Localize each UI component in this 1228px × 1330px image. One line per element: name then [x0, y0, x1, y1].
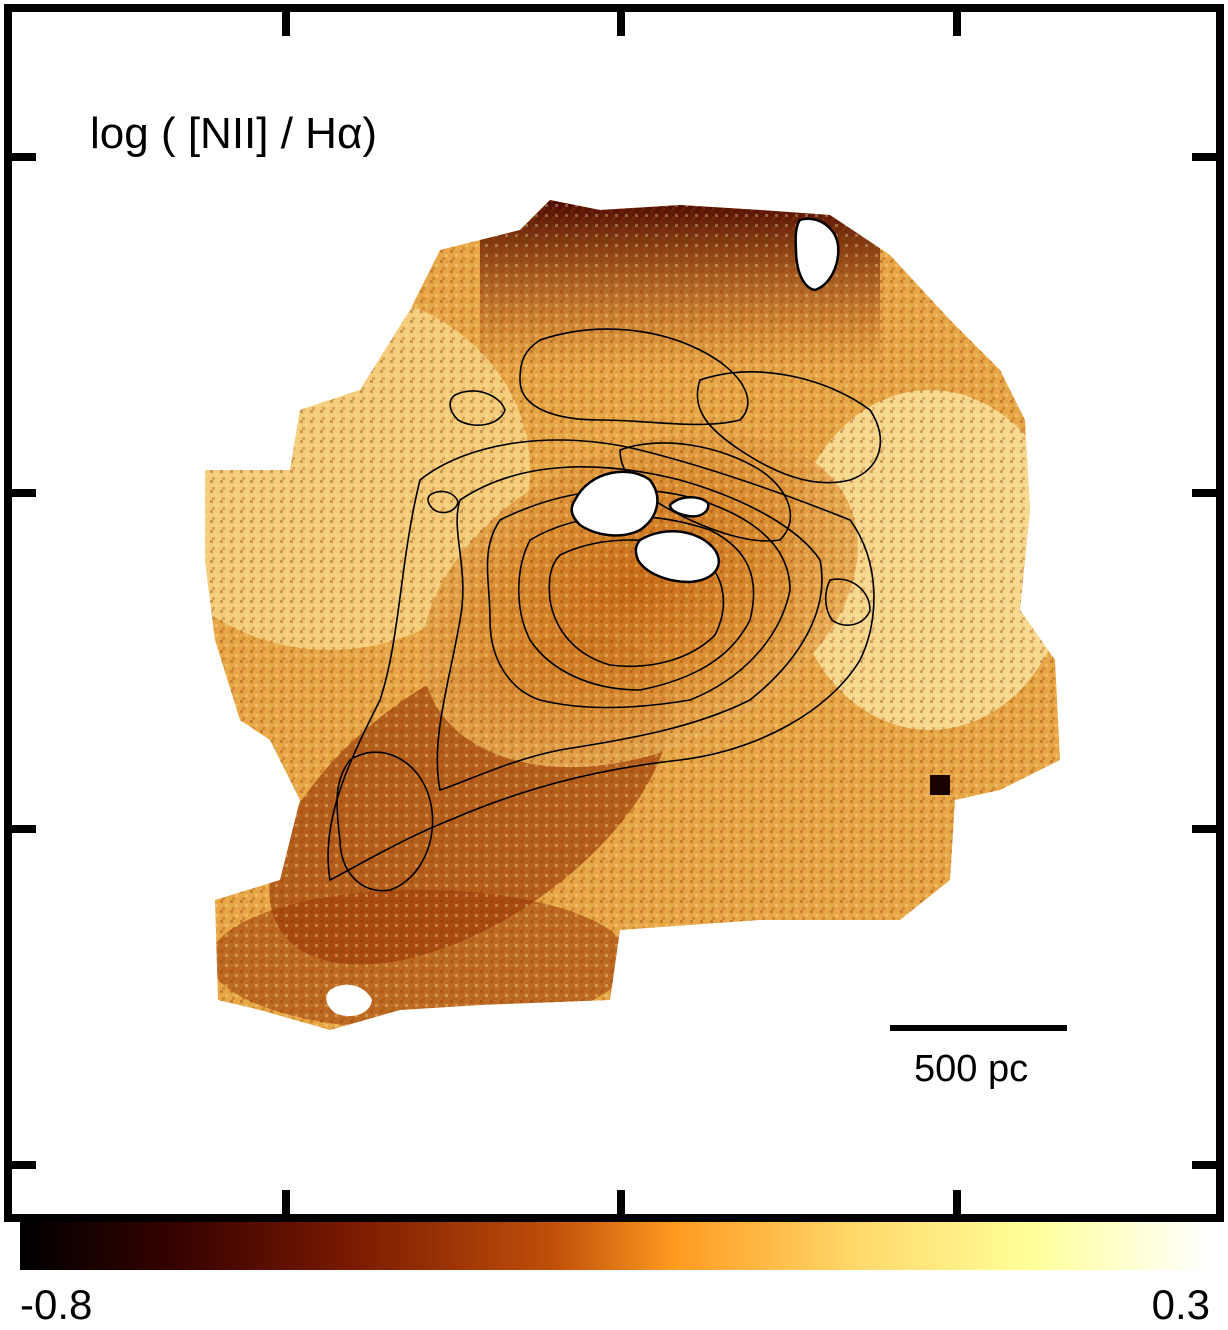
- masked-pixels: [570, 217, 840, 584]
- plot-frame: [4, 4, 1224, 1222]
- galaxy-ratio-map: [205, 200, 1060, 1030]
- map-title: log ( [NII] / Hα): [90, 109, 378, 158]
- colorbar-min-label: -0.8: [20, 1281, 93, 1328]
- pixel-noise-texture: [205, 200, 1060, 1030]
- frame-ticks: [8, 8, 1220, 1218]
- colorbar: [20, 1222, 1210, 1270]
- scale-bar-label: 500 pc: [914, 1048, 1029, 1090]
- colorbar-max-label: 0.3: [1151, 1281, 1210, 1328]
- masked-bottom-region: [326, 775, 950, 1017]
